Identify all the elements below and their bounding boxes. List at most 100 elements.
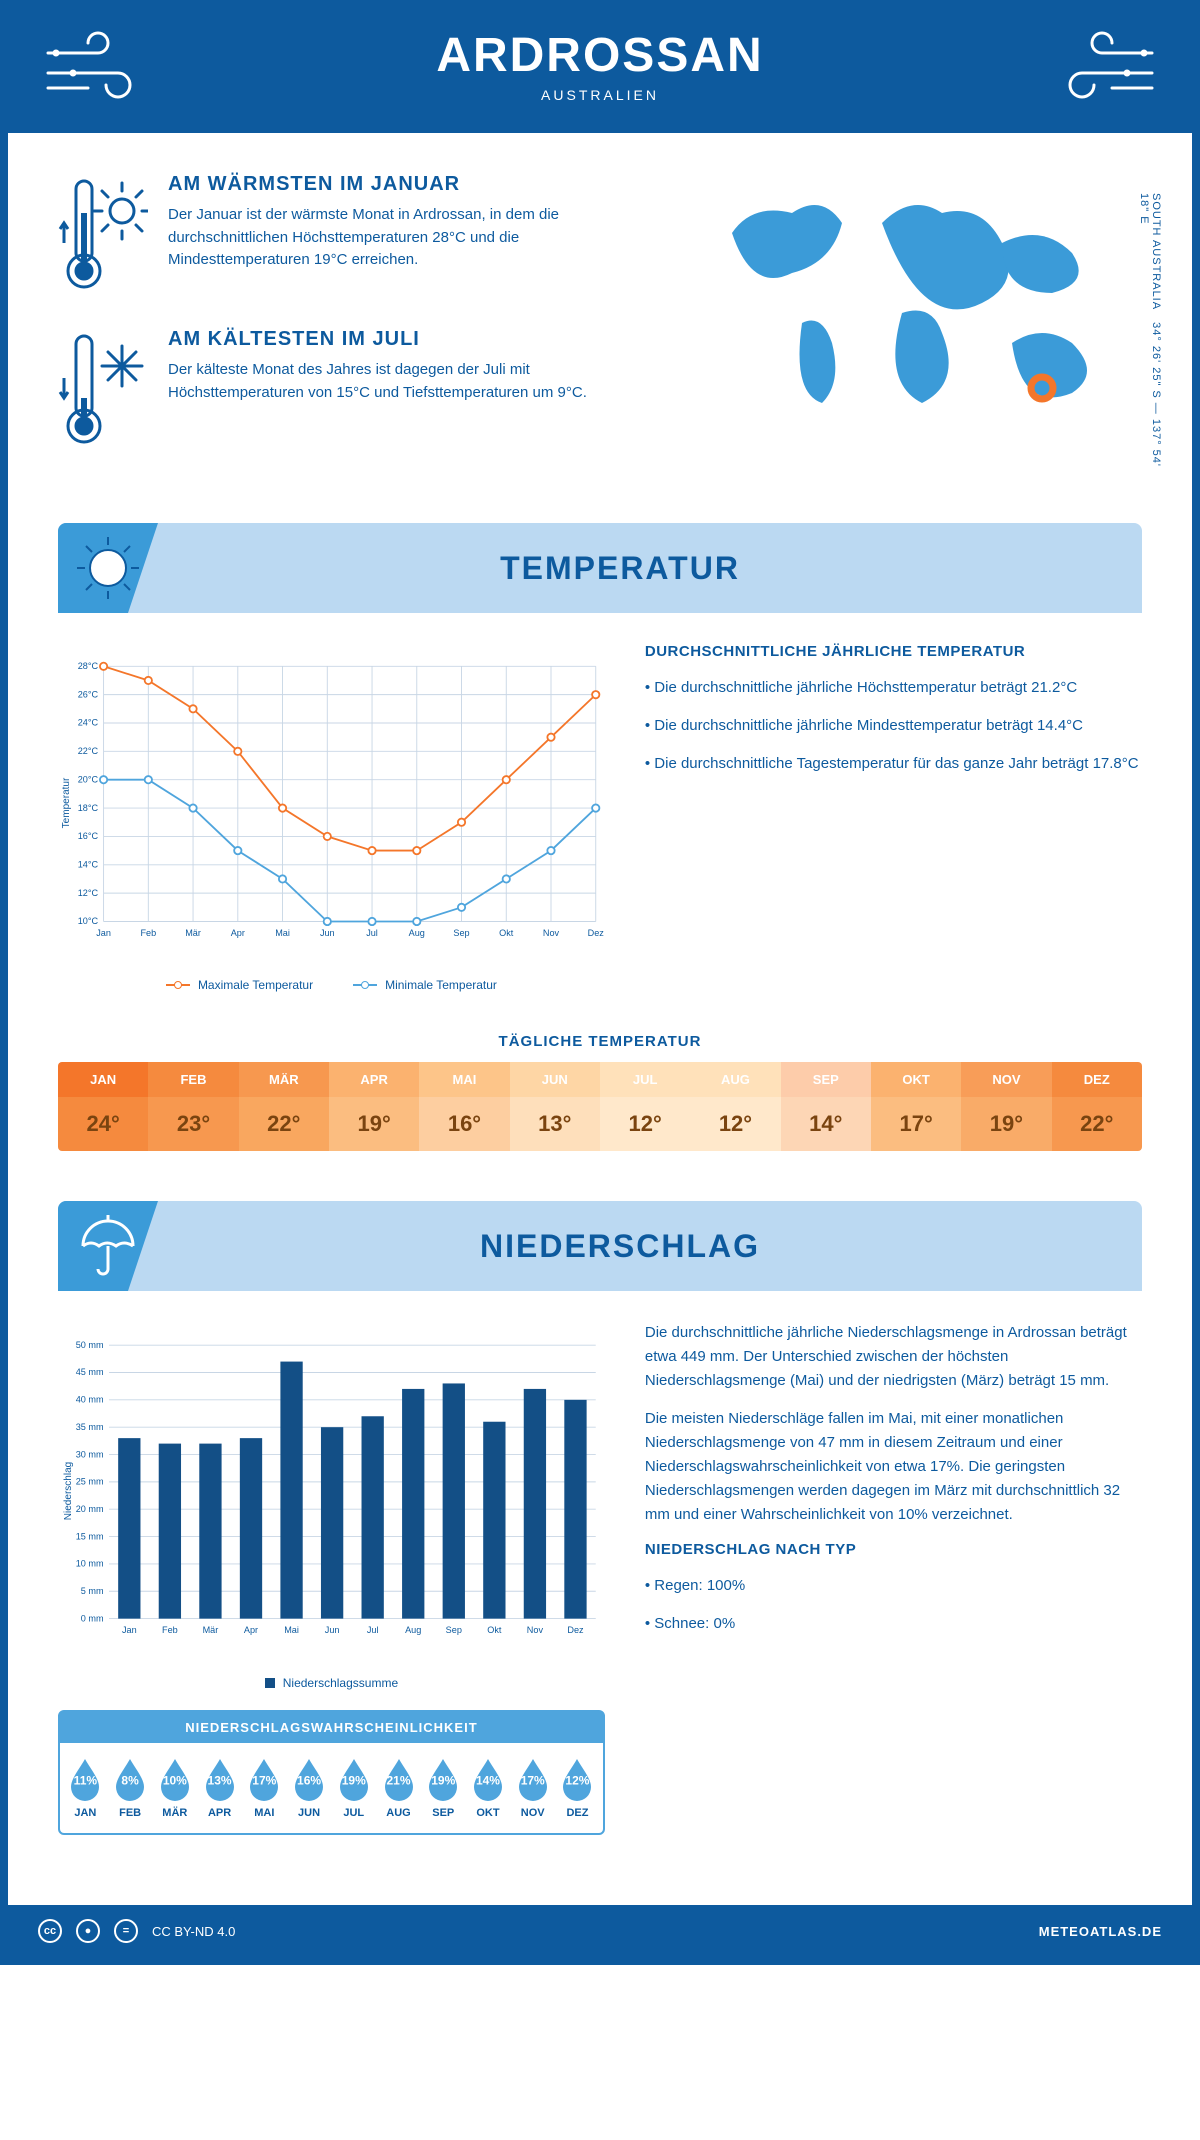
svg-text:Jan: Jan bbox=[122, 1625, 137, 1635]
prob-drop: 10%MÄR bbox=[153, 1757, 196, 1819]
daily-cell: JAN24° bbox=[58, 1062, 148, 1151]
svg-text:Apr: Apr bbox=[231, 928, 245, 938]
site-label: METEOATLAS.DE bbox=[1039, 1924, 1162, 1939]
thermometer-hot-icon bbox=[58, 173, 148, 298]
svg-text:Jun: Jun bbox=[325, 1625, 340, 1635]
daily-cell: JUN13° bbox=[510, 1062, 600, 1151]
warmest-body: Der Januar ist der wärmste Monat in Ardr… bbox=[168, 204, 662, 272]
bar-legend: Niederschlagssumme bbox=[58, 1676, 605, 1690]
svg-text:Dez: Dez bbox=[588, 928, 605, 938]
warmest-title: AM WÄRMSTEN IM JANUAR bbox=[168, 173, 662, 196]
svg-text:Nov: Nov bbox=[543, 928, 560, 938]
prob-drop: 11%JAN bbox=[64, 1757, 107, 1819]
prob-drop: 12%DEZ bbox=[556, 1757, 599, 1819]
svg-text:Aug: Aug bbox=[409, 928, 425, 938]
temp-banner: TEMPERATUR bbox=[58, 523, 1142, 613]
page: ARDROSSAN AUSTRALIEN AM WÄRMSTEN IM JANU… bbox=[0, 0, 1200, 1965]
svg-text:20°C: 20°C bbox=[78, 774, 99, 784]
svg-text:Mär: Mär bbox=[185, 928, 201, 938]
legend-min: Minimale Temperatur bbox=[353, 978, 497, 992]
svg-text:30 mm: 30 mm bbox=[76, 1449, 104, 1459]
prob-drop: 17%MAI bbox=[243, 1757, 286, 1819]
temp-chart-wrap: 10°C12°C14°C16°C18°C20°C22°C24°C26°C28°C… bbox=[58, 643, 605, 1003]
svg-text:Sep: Sep bbox=[446, 1625, 462, 1635]
coordinates: SOUTH AUSTRALIA 34° 26' 25" S — 137° 54'… bbox=[1138, 193, 1162, 483]
nd-icon: = bbox=[114, 1919, 138, 1943]
type-bullet: • Schnee: 0% bbox=[645, 1612, 1142, 1636]
temp-bullet: • Die durchschnittliche jährliche Mindes… bbox=[645, 714, 1142, 738]
svg-text:20 mm: 20 mm bbox=[76, 1504, 104, 1514]
coldest-text: AM KÄLTESTEN IM JULI Der kälteste Monat … bbox=[168, 328, 662, 453]
svg-text:Nov: Nov bbox=[527, 1625, 544, 1635]
prob-drop: 17%NOV bbox=[511, 1757, 554, 1819]
temp-heading: TEMPERATUR bbox=[158, 550, 1082, 587]
header: ARDROSSAN AUSTRALIEN bbox=[8, 8, 1192, 133]
probability-drops: 11%JAN8%FEB10%MÄR13%APR17%MAI16%JUN19%JU… bbox=[60, 1743, 603, 1833]
prob-drop: 16%JUN bbox=[288, 1757, 331, 1819]
svg-text:26°C: 26°C bbox=[78, 689, 99, 699]
region-label: SOUTH AUSTRALIA bbox=[1150, 193, 1162, 310]
svg-text:0 mm: 0 mm bbox=[81, 1613, 104, 1623]
warmest-block: AM WÄRMSTEN IM JANUAR Der Januar ist der… bbox=[58, 173, 662, 298]
svg-text:Dez: Dez bbox=[567, 1625, 584, 1635]
svg-text:Aug: Aug bbox=[405, 1625, 421, 1635]
svg-text:12°C: 12°C bbox=[78, 888, 99, 898]
precip-bar-chart: 0 mm5 mm10 mm15 mm20 mm25 mm30 mm35 mm40… bbox=[58, 1321, 605, 1661]
daily-cell: AUG12° bbox=[690, 1062, 780, 1151]
precip-p1: Die durchschnittliche jährliche Niedersc… bbox=[645, 1321, 1142, 1393]
daily-cell: DEZ22° bbox=[1052, 1062, 1142, 1151]
prob-drop: 19%JUL bbox=[332, 1757, 375, 1819]
intro-row: AM WÄRMSTEN IM JANUAR Der Januar ist der… bbox=[58, 173, 1142, 483]
country-subtitle: AUSTRALIEN bbox=[48, 87, 1152, 103]
legend-max: Maximale Temperatur bbox=[166, 978, 313, 992]
wind-icon-right bbox=[1042, 28, 1162, 108]
city-title: ARDROSSAN bbox=[48, 28, 1152, 83]
svg-text:Mär: Mär bbox=[203, 1625, 219, 1635]
svg-text:Niederschlag: Niederschlag bbox=[63, 1462, 74, 1520]
warmest-text: AM WÄRMSTEN IM JANUAR Der Januar ist der… bbox=[168, 173, 662, 298]
thermometer-cold-icon bbox=[58, 328, 148, 453]
daily-cell: MAI16° bbox=[419, 1062, 509, 1151]
svg-text:Jul: Jul bbox=[366, 928, 378, 938]
daily-cell: SEP14° bbox=[781, 1062, 871, 1151]
coldest-block: AM KÄLTESTEN IM JULI Der kälteste Monat … bbox=[58, 328, 662, 453]
svg-text:Mai: Mai bbox=[275, 928, 290, 938]
license-label: CC BY-ND 4.0 bbox=[152, 1924, 235, 1939]
svg-text:10°C: 10°C bbox=[78, 916, 99, 926]
temp-banner-corner bbox=[58, 523, 158, 613]
map-block: SOUTH AUSTRALIA 34° 26' 25" S — 137° 54'… bbox=[702, 173, 1142, 483]
daily-cell: JUL12° bbox=[600, 1062, 690, 1151]
svg-text:16°C: 16°C bbox=[78, 831, 99, 841]
temp-bullet: • Die durchschnittliche Tagestemperatur … bbox=[645, 752, 1142, 776]
temp-text-title: DURCHSCHNITTLICHE JÄHRLICHE TEMPERATUR bbox=[645, 643, 1142, 660]
svg-text:Jan: Jan bbox=[96, 928, 111, 938]
svg-text:Okt: Okt bbox=[487, 1625, 502, 1635]
prob-drop: 13%APR bbox=[198, 1757, 241, 1819]
svg-text:18°C: 18°C bbox=[78, 803, 99, 813]
precip-heading: NIEDERSCHLAG bbox=[158, 1228, 1082, 1265]
type-bullet: • Regen: 100% bbox=[645, 1574, 1142, 1598]
temp-bullet: • Die durchschnittliche jährliche Höchst… bbox=[645, 676, 1142, 700]
svg-text:28°C: 28°C bbox=[78, 661, 99, 671]
svg-text:5 mm: 5 mm bbox=[81, 1586, 104, 1596]
precip-type-title: NIEDERSCHLAG NACH TYP bbox=[645, 1541, 1142, 1558]
prob-drop: 8%FEB bbox=[109, 1757, 152, 1819]
bar-chart-wrap: 0 mm5 mm10 mm15 mm20 mm25 mm30 mm35 mm40… bbox=[58, 1321, 605, 1835]
temp-legend: Maximale Temperatur Minimale Temperatur bbox=[58, 978, 605, 992]
precip-banner-corner bbox=[58, 1201, 158, 1291]
daily-cell: FEB23° bbox=[148, 1062, 238, 1151]
daily-cell: MÄR22° bbox=[239, 1062, 329, 1151]
svg-text:45 mm: 45 mm bbox=[76, 1367, 104, 1377]
coldest-title: AM KÄLTESTEN IM JULI bbox=[168, 328, 662, 351]
temp-line-chart: 10°C12°C14°C16°C18°C20°C22°C24°C26°C28°C… bbox=[58, 643, 605, 1003]
svg-text:25 mm: 25 mm bbox=[76, 1477, 104, 1487]
svg-text:50 mm: 50 mm bbox=[76, 1340, 104, 1350]
umbrella-icon bbox=[73, 1211, 143, 1281]
by-icon: ● bbox=[76, 1919, 100, 1943]
svg-text:Feb: Feb bbox=[162, 1625, 178, 1635]
daily-title: TÄGLICHE TEMPERATUR bbox=[58, 1033, 1142, 1050]
legend-precip: Niederschlagssumme bbox=[265, 1676, 398, 1690]
svg-text:Temperatur: Temperatur bbox=[61, 777, 72, 828]
precip-section: 0 mm5 mm10 mm15 mm20 mm25 mm30 mm35 mm40… bbox=[58, 1321, 1142, 1835]
precip-p2: Die meisten Niederschläge fallen im Mai,… bbox=[645, 1407, 1142, 1527]
